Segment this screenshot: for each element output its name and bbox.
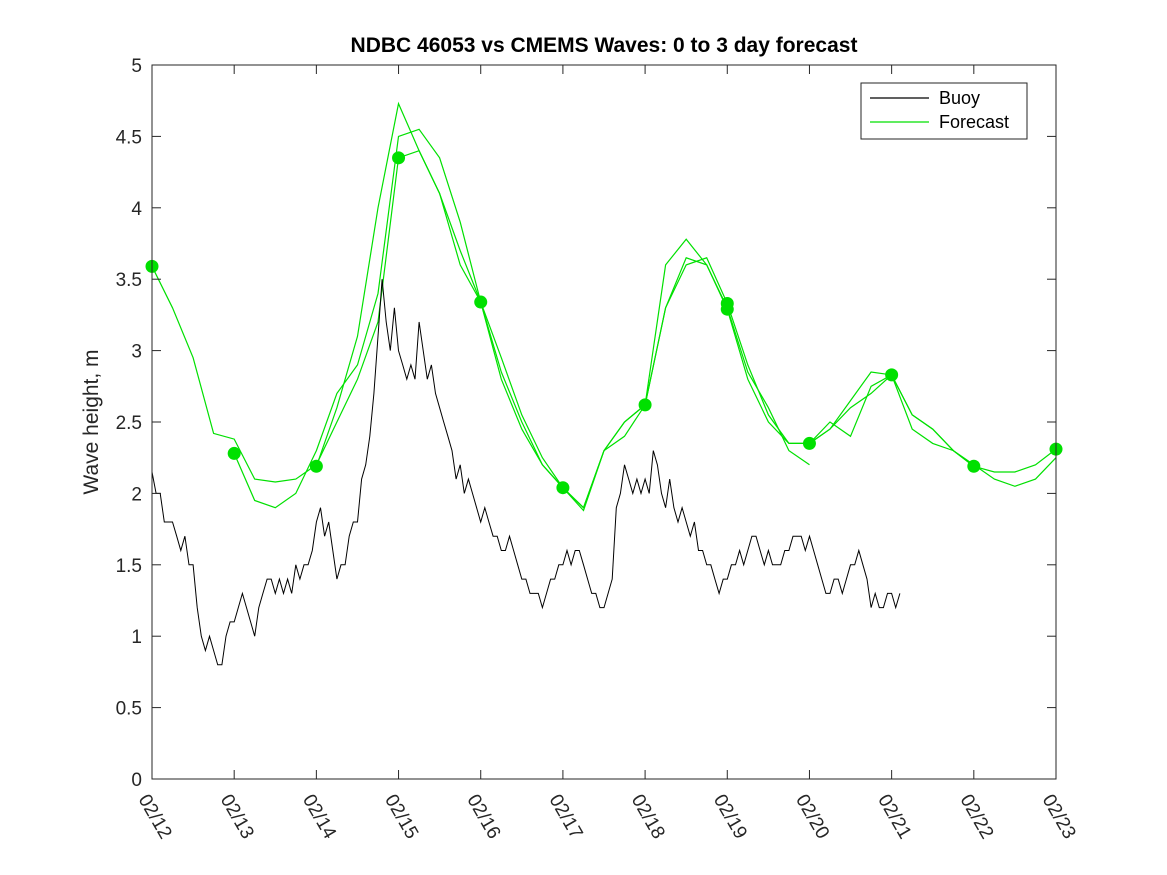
legend-label: Forecast [939,112,1009,132]
y-tick-label: 1 [131,627,142,648]
y-tick-label: 3.5 [116,270,142,291]
forecast-marker [802,436,816,450]
forecast-line-0 [151,157,400,483]
forecast-line-1 [233,128,482,509]
y-tick-label: 1.5 [116,556,142,577]
forecast-marker [885,368,899,382]
y-tick-label: 5 [131,56,142,77]
forecast-marker [638,398,652,412]
legend-label: Buoy [939,88,980,108]
y-axis-label: Wave height, m [80,349,103,494]
forecast-line-6 [644,257,893,444]
chart-title: NDBC 46053 vs CMEMS Waves: 0 to 3 day fo… [351,34,858,57]
forecast-marker [720,302,734,316]
buoy-line [151,279,901,666]
y-tick-label: 0 [131,770,142,791]
y-tick-label: 4 [131,199,142,220]
forecast-marker [556,481,570,495]
forecast-marker [227,446,241,460]
y-tick-label: 4.5 [116,127,142,148]
forecast-line-5 [562,238,810,512]
forecast-marker [967,459,981,473]
y-tick-label: 2.5 [116,413,142,434]
y-tick-label: 0.5 [116,699,142,720]
forecast-marker [474,295,488,309]
legend: Buoy Forecast [860,82,1028,140]
legend-box [860,82,1028,140]
y-tick-label: 3 [131,342,142,363]
forecast-marker [309,459,323,473]
forecast-marker [392,151,406,165]
y-tick-label: 2 [131,484,142,505]
forecast-line-8 [809,371,1057,473]
